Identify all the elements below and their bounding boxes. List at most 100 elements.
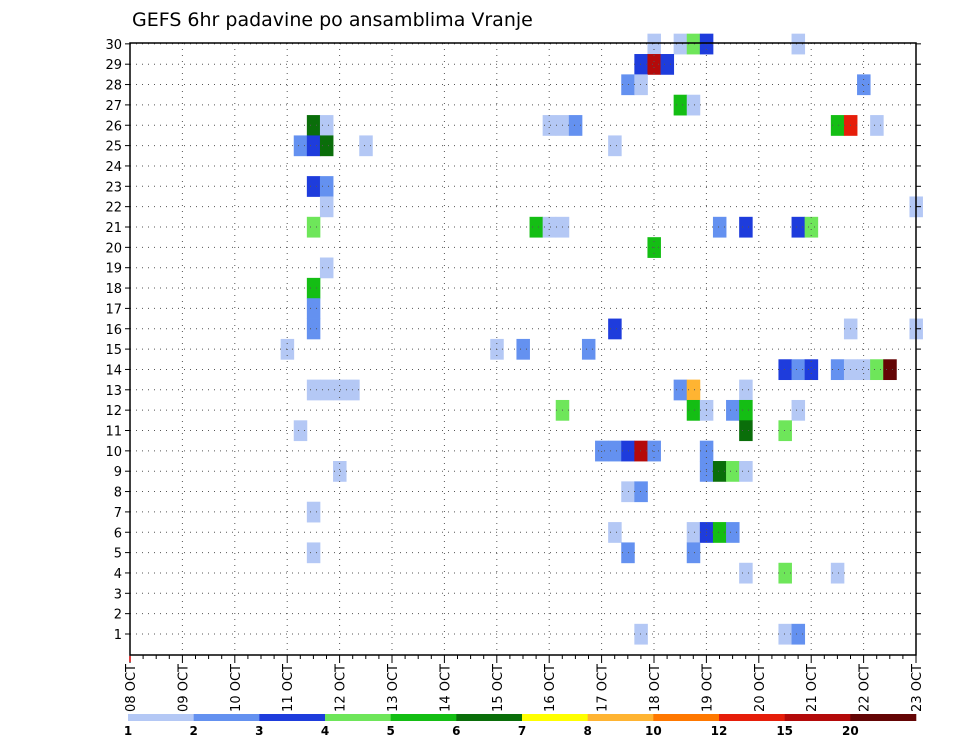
precip-cell [778,359,792,381]
precip-cell [660,54,675,75]
colorbar-swatch [587,714,654,721]
precip-cell [529,216,544,238]
precip-cell [647,33,661,55]
x-axis: 08 OCT 09 OCT 10 OCT 11 OCT 12 OCT 13 OCT 14 O… [124,655,925,712]
precip-cell [319,135,334,157]
precip-cell [726,522,740,543]
colorbar-label: 5 [386,724,394,738]
colorbar-label: 1 [124,724,132,738]
precip-cell [739,461,753,482]
precip-cell [306,277,321,299]
precip-cell [333,379,347,401]
y-tick-label: 27 [105,99,122,114]
y-tick-label: 7 [114,506,122,521]
chart-title: GEFS 6hr padavine po ansamblima Vranje [132,9,533,31]
precip-cell [306,115,321,136]
x-tick-label: 16 OCT [543,664,558,712]
precip-cell [712,522,727,543]
precip-cell [634,623,648,645]
x-tick-label: 18 OCT [648,664,663,712]
colorbar-label: 10 [645,724,662,738]
precip-cell [634,481,648,503]
precip-cell [778,562,792,584]
colorbar-label: 2 [189,724,197,738]
precip-cell [804,216,819,238]
precip-cell [634,54,648,75]
precip-cell [306,216,321,238]
precip-cell [739,216,753,238]
precip-cell [319,196,334,218]
precip-cell [306,379,321,401]
precip-cell [791,623,806,645]
x-tick-label: 22 OCT [858,664,873,712]
colorbar-label: 12 [711,724,728,738]
y-tick-label: 9 [114,465,122,480]
precip-cell [673,33,688,55]
y-tick-label: 20 [105,241,122,256]
precip-cell [306,176,321,197]
colorbar-swatch [325,714,391,721]
y-tick-label: 21 [105,221,122,236]
precip-cell [726,461,740,482]
x-tick-label: 17 OCT [596,664,611,712]
precip-cell [516,338,530,360]
x-tick-label: 19 OCT [700,664,715,712]
colorbar-label: 20 [842,724,859,738]
precip-cell [608,135,622,157]
x-tick-label: 13 OCT [386,664,401,712]
y-tick-label: 25 [105,140,122,155]
precip-cell [319,257,334,279]
grid-layer [130,43,916,655]
y-tick-label: 2 [114,608,122,623]
y-tick-label: 24 [105,160,122,175]
precip-cell [791,216,806,238]
precip-cell [608,318,622,340]
precip-cell [778,420,792,442]
y-tick-label: 1 [114,628,122,643]
precip-cell [608,522,622,543]
precip-cell [306,542,321,564]
x-tick-label: 09 OCT [176,664,191,712]
precip-cell [830,115,845,136]
precip-cell [306,318,321,340]
precip-cell [608,440,622,462]
y-tick-label: 13 [105,384,122,399]
colorbar-swatch [128,714,194,721]
colorbar-label: 3 [255,724,263,738]
precip-cell [778,623,792,645]
precip-cell [830,562,845,584]
colorbar-swatch [390,714,457,721]
precip-cell [791,359,806,381]
x-tick-label: 15 OCT [491,664,506,712]
precip-cell [581,338,596,360]
colorbar-swatch [784,714,851,721]
y-tick-label: 14 [105,363,122,378]
y-tick-label: 4 [114,567,122,582]
y-tick-label: 30 [105,38,122,53]
y-axis: 1234567891011121314151617181920212223242… [105,38,921,643]
precip-cell [739,562,753,584]
x-tick-label: 11 OCT [281,664,296,712]
precip-cell [319,379,334,401]
precip-cell [857,359,871,381]
y-tick-label: 12 [105,404,122,419]
precip-cell [634,74,648,96]
y-tick-label: 15 [105,343,122,358]
colorbar: 1 2 3 4 5 6 7 8 10 12 15 20 [124,714,917,738]
precip-cell [857,74,871,96]
precip-cell [686,542,701,564]
colorbar-label: 4 [321,724,329,738]
precip-cell [306,501,321,523]
x-tick-label: 23 OCT [910,664,925,712]
y-tick-label: 5 [114,547,122,562]
y-tick-label: 16 [105,323,122,338]
precip-cell [306,298,321,319]
y-tick-label: 19 [105,262,122,277]
y-tick-label: 6 [114,526,122,541]
x-tick-label: 10 OCT [229,664,244,712]
x-tick-label: 12 OCT [334,664,349,712]
y-tick-label: 29 [105,58,122,73]
precip-cell [542,216,557,238]
precip-cell [870,359,884,381]
